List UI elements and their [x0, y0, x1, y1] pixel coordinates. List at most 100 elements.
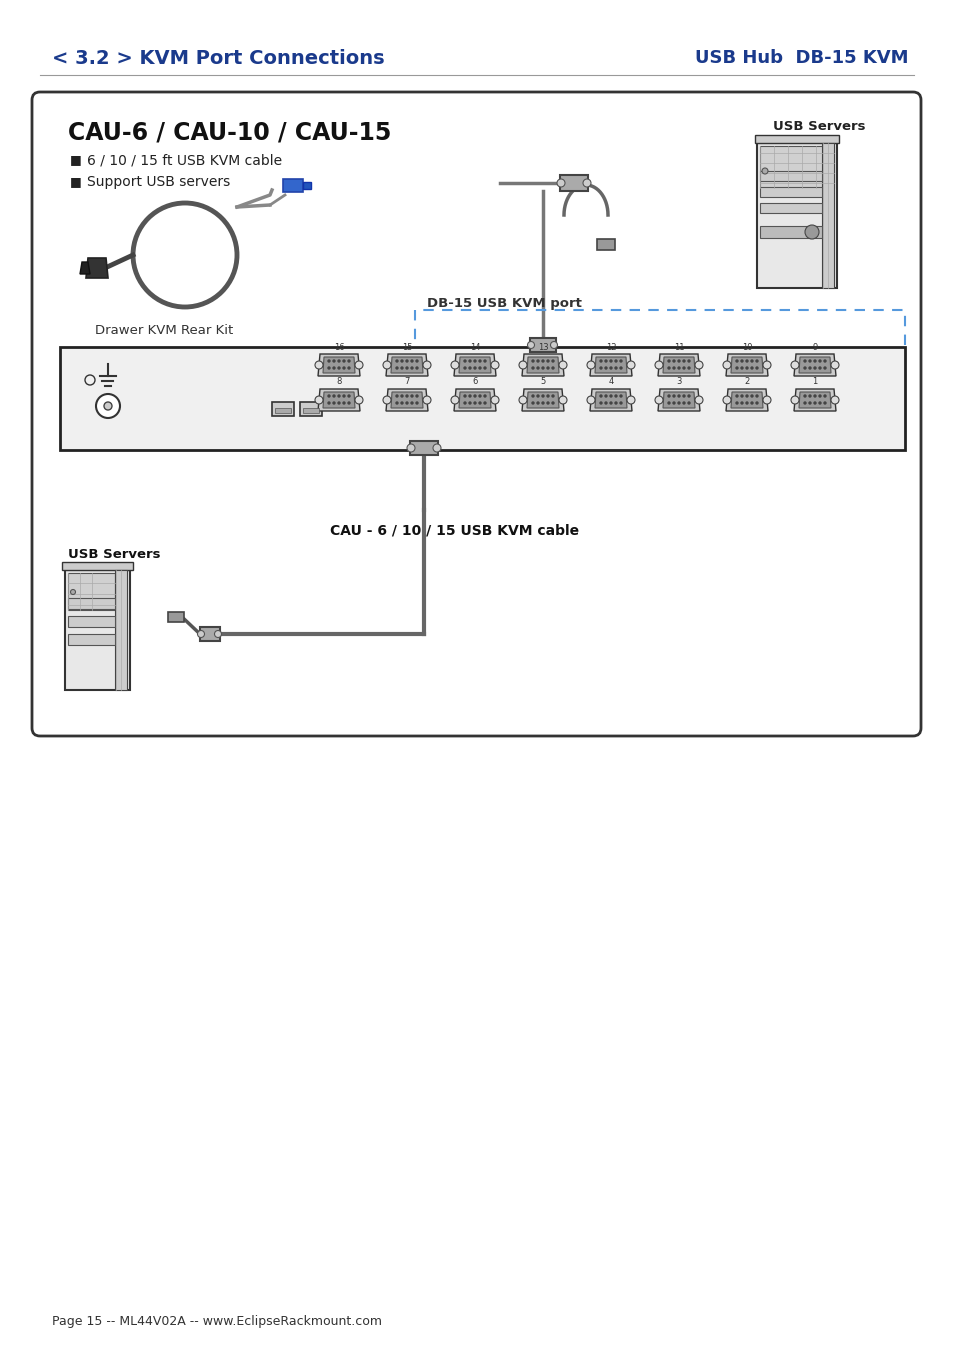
Circle shape [451, 396, 458, 404]
Circle shape [687, 360, 689, 362]
Circle shape [615, 396, 617, 397]
Circle shape [416, 360, 417, 362]
Circle shape [687, 396, 689, 397]
Circle shape [328, 367, 330, 369]
Circle shape [474, 402, 476, 404]
Circle shape [382, 360, 391, 369]
Circle shape [609, 396, 612, 397]
Circle shape [314, 396, 323, 404]
Circle shape [599, 396, 601, 397]
Circle shape [395, 367, 397, 369]
Text: CAU-6 / CAU-10 / CAU-15: CAU-6 / CAU-10 / CAU-15 [68, 120, 391, 144]
Circle shape [469, 396, 471, 397]
Circle shape [552, 396, 554, 397]
Circle shape [599, 402, 601, 404]
Circle shape [343, 367, 345, 369]
Circle shape [626, 360, 635, 369]
Text: DB-15 USB KVM port: DB-15 USB KVM port [426, 297, 580, 310]
Text: 10: 10 [741, 343, 752, 351]
Polygon shape [799, 356, 830, 373]
Circle shape [395, 396, 397, 397]
Circle shape [740, 396, 742, 397]
Circle shape [604, 402, 606, 404]
Bar [559, 176, 587, 190]
Circle shape [750, 367, 752, 369]
Bar [68, 634, 115, 645]
Circle shape [343, 396, 345, 397]
Circle shape [755, 360, 758, 362]
Circle shape [552, 402, 554, 404]
Circle shape [604, 360, 606, 362]
Circle shape [96, 394, 120, 418]
Polygon shape [454, 389, 496, 410]
Circle shape [626, 396, 635, 404]
Circle shape [333, 360, 335, 362]
Circle shape [682, 360, 684, 362]
Circle shape [740, 360, 742, 362]
Circle shape [762, 396, 770, 404]
Text: USB Servers: USB Servers [68, 548, 160, 562]
Circle shape [104, 402, 112, 410]
Circle shape [599, 360, 601, 362]
Circle shape [474, 360, 476, 362]
Circle shape [532, 360, 534, 362]
Circle shape [609, 367, 612, 369]
Circle shape [750, 402, 752, 404]
Circle shape [197, 630, 204, 637]
Polygon shape [595, 356, 626, 373]
Circle shape [818, 367, 821, 369]
Circle shape [667, 360, 669, 362]
Circle shape [541, 402, 543, 404]
Circle shape [678, 402, 679, 404]
Circle shape [411, 367, 413, 369]
Circle shape [823, 360, 825, 362]
Bar [597, 239, 615, 250]
Bar [760, 146, 833, 188]
Polygon shape [662, 392, 695, 408]
Circle shape [474, 367, 476, 369]
Circle shape [558, 360, 566, 369]
Polygon shape [793, 389, 835, 410]
Circle shape [527, 342, 534, 348]
Circle shape [411, 396, 413, 397]
Bar [760, 188, 821, 197]
Text: 16: 16 [334, 343, 344, 351]
Polygon shape [323, 392, 355, 408]
FancyBboxPatch shape [32, 92, 920, 736]
Bar [303, 408, 318, 413]
Bar [415, 310, 904, 379]
Bar [283, 180, 303, 192]
Circle shape [491, 360, 498, 369]
Circle shape [343, 402, 345, 404]
Circle shape [687, 402, 689, 404]
Circle shape [463, 396, 465, 397]
Circle shape [655, 396, 662, 404]
Circle shape [546, 402, 548, 404]
Circle shape [735, 396, 738, 397]
Circle shape [745, 402, 747, 404]
Bar [274, 408, 291, 413]
Circle shape [478, 402, 480, 404]
Text: 7: 7 [404, 378, 409, 386]
Circle shape [813, 367, 815, 369]
Circle shape [695, 396, 702, 404]
Circle shape [491, 396, 498, 404]
Polygon shape [317, 389, 359, 410]
Circle shape [755, 367, 758, 369]
Bar [760, 202, 821, 213]
Circle shape [740, 402, 742, 404]
Circle shape [518, 360, 526, 369]
Circle shape [348, 396, 350, 397]
Polygon shape [595, 392, 626, 408]
Text: Page 15 -- ML44V02A -- www.EclipseRackmount.com: Page 15 -- ML44V02A -- www.EclipseRackmo… [52, 1315, 381, 1328]
Circle shape [695, 360, 702, 369]
Text: 14: 14 [469, 343, 479, 351]
Circle shape [478, 396, 480, 397]
Circle shape [411, 402, 413, 404]
Circle shape [337, 396, 339, 397]
Circle shape [667, 396, 669, 397]
Circle shape [355, 396, 363, 404]
Bar [200, 626, 220, 641]
Polygon shape [80, 262, 90, 274]
Circle shape [682, 367, 684, 369]
